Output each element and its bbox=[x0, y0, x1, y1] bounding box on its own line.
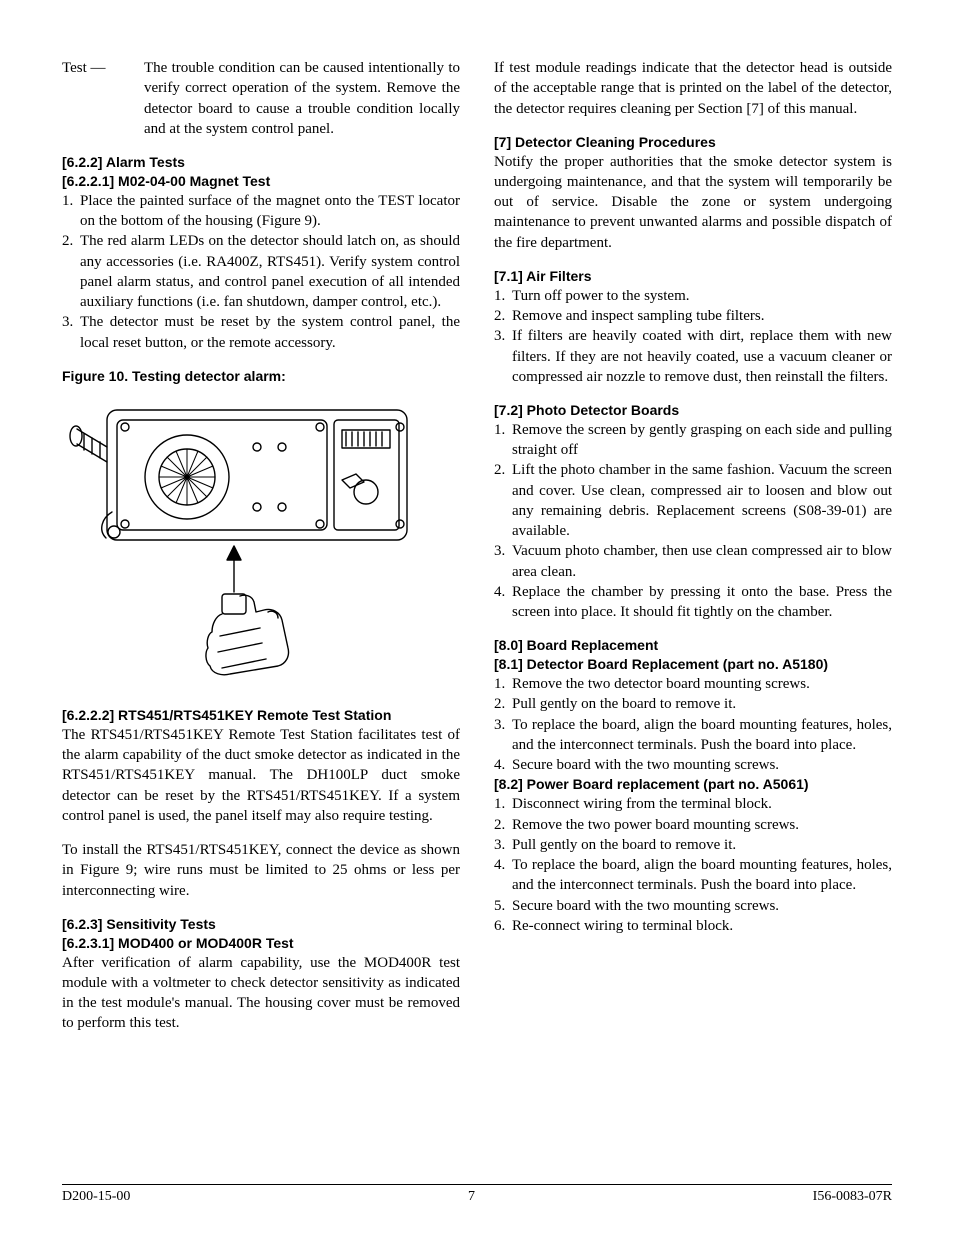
rts-paragraph-1: The RTS451/RTS451KEY Remote Test Station… bbox=[62, 725, 460, 826]
list-item: Pull gently on the board to remove it. bbox=[494, 694, 892, 714]
test-body: The trouble condition can be caused inte… bbox=[144, 58, 460, 139]
list-item: Lift the photo chamber in the same fashi… bbox=[494, 460, 892, 541]
list-item: Remove the two power board mounting scre… bbox=[494, 815, 892, 835]
heading-8-0: [8.0] Board Replacement bbox=[494, 636, 892, 655]
heading-6-2-2-2: [6.2.2.2] RTS451/RTS451KEY Remote Test S… bbox=[62, 706, 460, 725]
right-column: If test module readings indicate that th… bbox=[494, 58, 892, 1034]
p7: Notify the proper authorities that the s… bbox=[494, 152, 892, 253]
detector-board-steps: Remove the two detector board mounting s… bbox=[494, 674, 892, 775]
air-filter-steps: Turn off power to the system. Remove and… bbox=[494, 286, 892, 387]
mod400-paragraph: After verification of alarm capability, … bbox=[62, 953, 460, 1034]
list-item: The red alarm LEDs on the detector shoul… bbox=[62, 231, 460, 312]
rts-paragraph-2: To install the RTS451/RTS451KEY, connect… bbox=[62, 840, 460, 901]
list-item: If filters are heavily coated with dirt,… bbox=[494, 326, 892, 387]
list-item: Pull gently on the board to remove it. bbox=[494, 835, 892, 855]
heading-6-2-2-1: [6.2.2.1] M02-04-00 Magnet Test bbox=[62, 172, 460, 191]
test-definition: Test — The trouble condition can be caus… bbox=[62, 58, 460, 139]
list-item: To replace the board, align the board mo… bbox=[494, 715, 892, 756]
detector-alarm-illustration bbox=[62, 392, 442, 682]
list-item: Vacuum photo chamber, then use clean com… bbox=[494, 541, 892, 582]
list-item: Remove and inspect sampling tube filters… bbox=[494, 306, 892, 326]
list-item: Replace the chamber by pressing it onto … bbox=[494, 582, 892, 623]
photo-detector-steps: Remove the screen by gently grasping on … bbox=[494, 420, 892, 623]
heading-8-1: [8.1] Detector Board Replacement (part n… bbox=[494, 655, 892, 674]
left-column: Test — The trouble condition can be caus… bbox=[62, 58, 460, 1034]
heading-6-2-2: [6.2.2] Alarm Tests bbox=[62, 153, 460, 172]
page-footer: D200-15-00 7 I56-0083-07R bbox=[62, 1184, 892, 1207]
heading-7-2: [7.2] Photo Detector Boards bbox=[494, 401, 892, 420]
list-item: The detector must be reset by the system… bbox=[62, 312, 460, 353]
heading-7: [7] Detector Cleaning Procedures bbox=[494, 133, 892, 152]
list-item: Secure board with the two mounting screw… bbox=[494, 896, 892, 916]
figure-10-title: Figure 10. Testing detector alarm: bbox=[62, 367, 460, 386]
power-board-steps: Disconnect wiring from the terminal bloc… bbox=[494, 794, 892, 936]
list-item: Remove the two detector board mounting s… bbox=[494, 674, 892, 694]
heading-6-2-3: [6.2.3] Sensitivity Tests bbox=[62, 915, 460, 934]
list-item: Place the painted surface of the magnet … bbox=[62, 191, 460, 232]
footer-left: D200-15-00 bbox=[62, 1188, 130, 1207]
list-item: Re-connect wiring to terminal block. bbox=[494, 916, 892, 936]
heading-8-2: [8.2] Power Board replacement (part no. … bbox=[494, 775, 892, 794]
footer-page-number: 7 bbox=[468, 1188, 475, 1207]
list-item: Remove the screen by gently grasping on … bbox=[494, 420, 892, 461]
magnet-test-steps: Place the painted surface of the magnet … bbox=[62, 191, 460, 353]
test-label: Test — bbox=[62, 58, 144, 139]
right-intro: If test module readings indicate that th… bbox=[494, 58, 892, 119]
footer-right: I56-0083-07R bbox=[813, 1188, 892, 1207]
list-item: Secure board with the two mounting screw… bbox=[494, 755, 892, 775]
heading-6-2-3-1: [6.2.3.1] MOD400 or MOD400R Test bbox=[62, 934, 460, 953]
list-item: Disconnect wiring from the terminal bloc… bbox=[494, 794, 892, 814]
heading-7-1: [7.1] Air Filters bbox=[494, 267, 892, 286]
list-item: Turn off power to the system. bbox=[494, 286, 892, 306]
figure-10 bbox=[62, 392, 460, 688]
list-item: To replace the board, align the board mo… bbox=[494, 855, 892, 896]
